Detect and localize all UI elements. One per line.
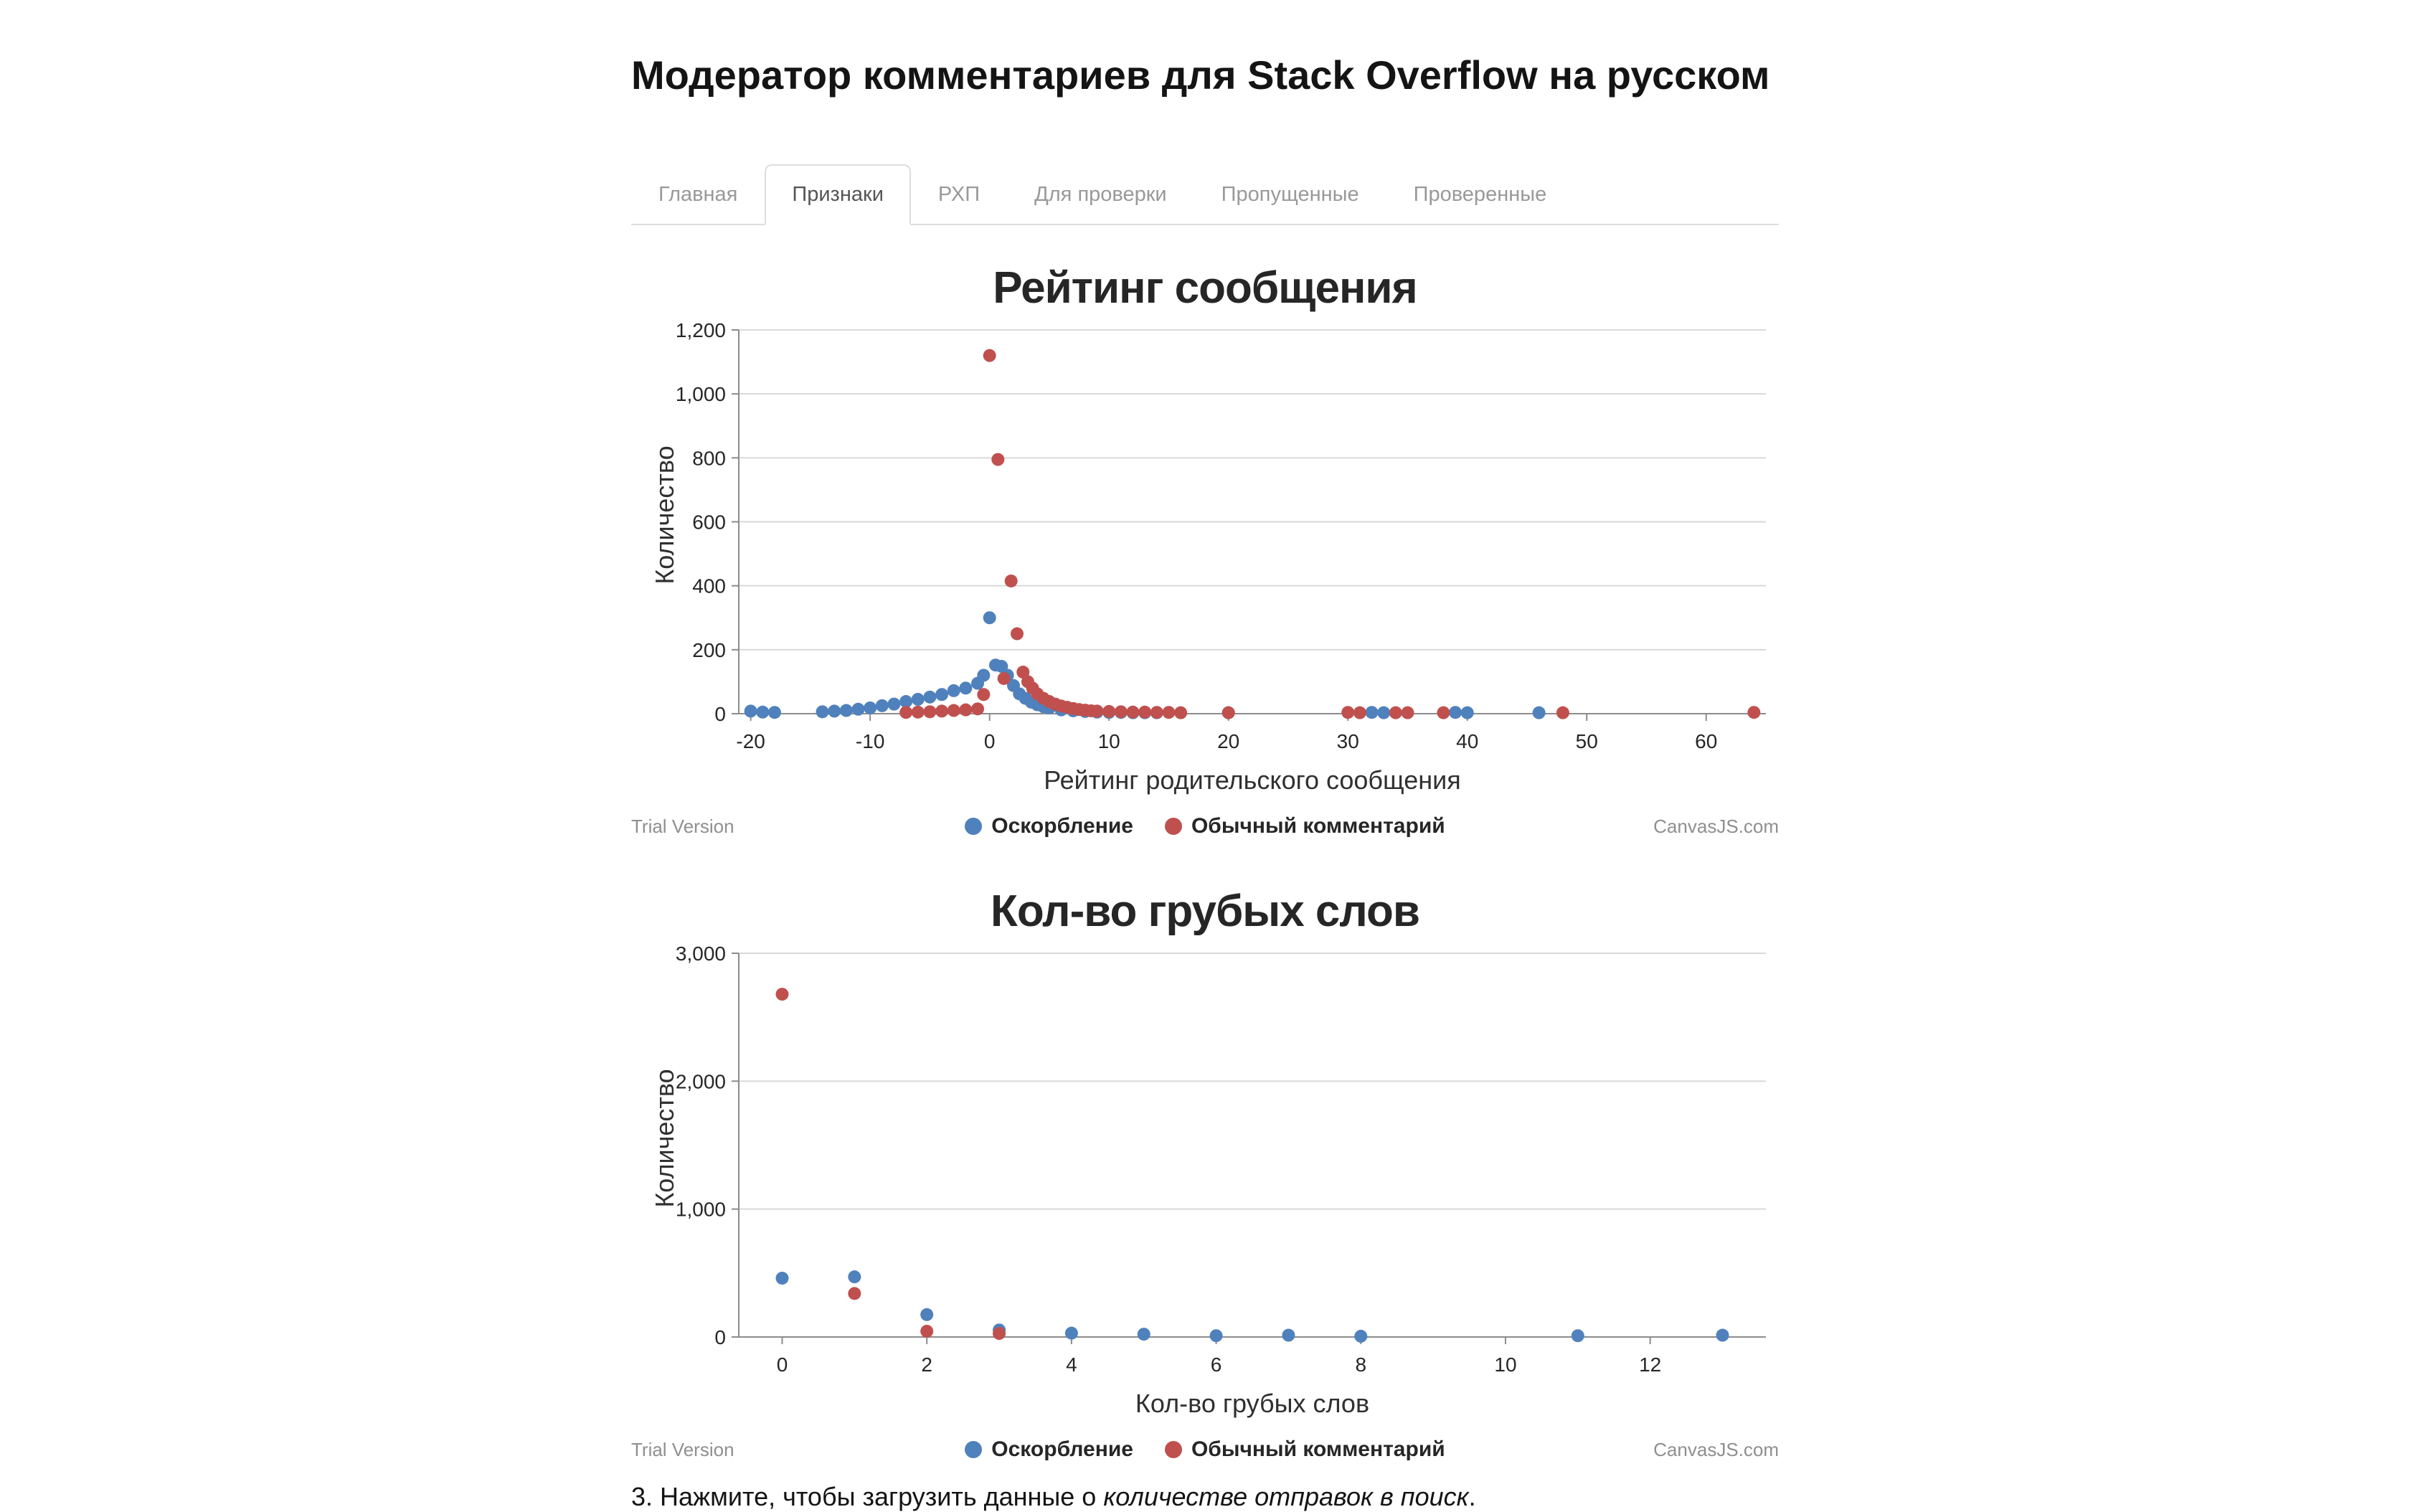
svg-text:800: 800 [692,447,726,469]
legend-item-regular[interactable]: Обычный комментарий [1164,814,1445,838]
svg-text:-20: -20 [736,730,765,752]
svg-text:600: 600 [692,511,726,534]
svg-text:30: 30 [1337,730,1359,752]
canvasjs-link[interactable]: CanvasJS.com [1653,815,1779,837]
chart-rating-legend: Оскорбление Обычный комментарий [965,814,1445,838]
svg-text:200: 200 [692,639,726,661]
svg-text:1,000: 1,000 [676,1199,726,1221]
trial-version-label: Trial Version [631,1438,734,1460]
svg-text:1,000: 1,000 [676,383,726,405]
scatter-plot-rating: 0 200 400 600 800 1,000 1,200 -20 -10 0 10 20 30 40 50… [676,319,1766,752]
chart-rude-words-legend: Оскорбление Обычный комментарий [965,1437,1445,1462]
svg-text:8: 8 [1355,1353,1366,1376]
page-container: Модератор комментариев для Stack Overflo… [631,0,1779,1512]
legend-marker-regular-icon [1164,1441,1182,1458]
chart-rude-words-y-axis-label: Количество [650,1069,679,1208]
svg-text:0: 0 [984,730,996,752]
note-prefix: 3. Нажмите, чтобы загрузить данные о [631,1482,1104,1511]
scatter-plot-rude-words: 0 1,000 2,000 3,000 0 2 4 6 8 10 12 [676,942,1766,1376]
chart-rating-title: Рейтинг сообщения [993,263,1417,313]
svg-text:60: 60 [1695,730,1717,752]
legend-item-insult[interactable]: Оскорбление [965,814,1133,838]
legend-item-insult[interactable]: Оскорбление [965,1437,1133,1462]
chart-rating-body: Количество 0 200 400 600 800 1,000 1,200 -20 -10… [631,319,1779,764]
chart-rude-words-body: Количество 0 1,000 2,000 3,000 0 2 4 6 8 10 12 [631,942,1779,1387]
svg-text:400: 400 [692,575,726,597]
legend-marker-insult-icon [965,1441,983,1458]
svg-text:50: 50 [1576,730,1598,752]
note-emphasis: количестве отправок в поиск [1103,1482,1469,1511]
svg-text:0: 0 [714,703,726,725]
canvasjs-link[interactable]: CanvasJS.com [1653,1438,1779,1460]
legend-label-regular: Обычный комментарий [1191,1437,1445,1461]
tab-propushchennye[interactable]: Пропущенные [1221,183,1359,206]
tab-proverennye[interactable]: Проверенные [1413,183,1547,206]
chart-rude-words-x-axis-label: Кол-во грубых слов [1135,1389,1370,1418]
svg-text:0: 0 [714,1326,726,1348]
svg-text:10: 10 [1494,1353,1516,1376]
chart-rating-x-axis-label: Рейтинг родительского сообщения [1044,765,1461,795]
trial-version-label: Trial Version [631,815,734,837]
tab-priznaki[interactable]: Признаки [765,164,911,225]
page-title: Модератор комментариев для Stack Overflo… [631,52,1770,98]
chart-rating-y-axis-label: Количество [650,445,679,585]
svg-text:40: 40 [1456,730,1478,752]
svg-text:4: 4 [1066,1353,1077,1376]
legend-item-regular[interactable]: Обычный комментарий [1164,1437,1445,1462]
svg-text:1,200: 1,200 [676,319,726,341]
svg-text:12: 12 [1639,1353,1661,1376]
chart-rating-section: Рейтинг сообщения Количество 0 200 400 600 8… [631,263,1779,838]
legend-label-regular: Обычный комментарий [1191,814,1445,838]
tab-bar: Главная Признаки РХП Для проверки Пропущ… [631,164,1779,225]
load-search-submissions-step[interactable]: 3. Нажмите, чтобы загрузить данные о кол… [631,1482,1779,1512]
legend-marker-insult-icon [965,818,983,835]
chart-rude-words-title: Кол-во грубых слов [991,887,1420,936]
svg-text:20: 20 [1217,730,1239,752]
tab-glavnaya[interactable]: Главная [658,183,738,206]
tab-dlya-proverki[interactable]: Для проверки [1034,183,1167,206]
svg-text:0: 0 [777,1353,788,1376]
svg-text:2: 2 [921,1353,932,1376]
chart-rude-words-section: Кол-во грубых слов Количество 0 1,000 2,00… [631,886,1779,1462]
legend-label-insult: Оскорбление [991,814,1133,838]
legend-marker-regular-icon [1164,818,1182,835]
svg-text:3,000: 3,000 [676,942,726,965]
tab-rhp[interactable]: РХП [937,183,980,206]
chart-rating-footer: Trial Version Оскорбление Обычный коммен… [631,814,1779,838]
legend-label-insult: Оскорбление [991,1437,1133,1461]
svg-text:2,000: 2,000 [676,1070,726,1092]
svg-text:-10: -10 [856,730,884,752]
svg-text:10: 10 [1098,730,1120,752]
chart-rude-words-footer: Trial Version Оскорбление Обычный коммен… [631,1437,1779,1462]
svg-text:6: 6 [1211,1353,1222,1376]
note-suffix: . [1468,1482,1476,1511]
